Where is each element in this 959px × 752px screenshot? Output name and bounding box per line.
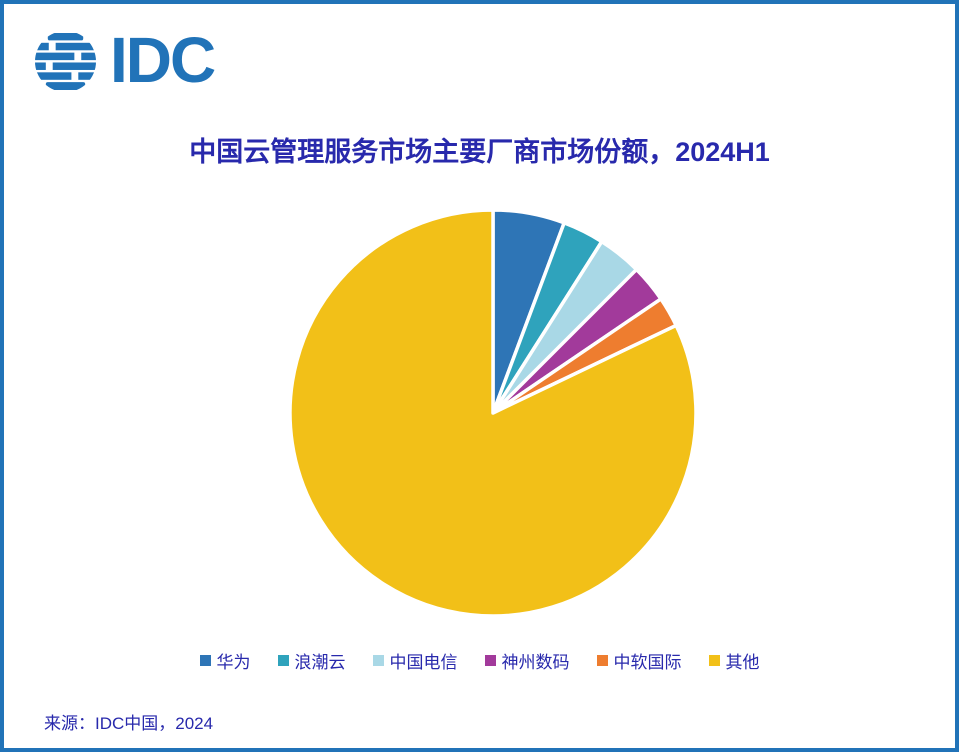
legend-swatch-icon	[199, 655, 211, 666]
legend-label: 其他	[725, 653, 760, 672]
legend-label: 神州数码	[501, 653, 570, 672]
idc-logo-text: IDC	[110, 24, 216, 96]
legend-label: 华为	[216, 653, 251, 672]
source-note: 来源：IDC中国，2024	[44, 714, 214, 733]
idc-globe-icon	[34, 32, 97, 91]
legend-swatch-icon	[372, 655, 384, 666]
legend-item-神州数码: 神州数码	[484, 648, 570, 673]
legend: 华为 浪潮云 中国电信 神州数码 中软国际 其他	[4, 648, 955, 673]
pie-chart	[283, 203, 703, 623]
legend-swatch-icon	[708, 655, 720, 666]
pie-chart-svg	[288, 208, 698, 618]
legend-item-中软国际: 中软国际	[596, 648, 682, 673]
legend-item-华为: 华为	[199, 648, 251, 673]
idc-logo: IDC	[34, 24, 216, 96]
legend-swatch-icon	[484, 655, 496, 666]
legend-label: 中国电信	[389, 653, 458, 672]
chart-title: 中国云管理服务市场主要厂商市场份额，2024H1	[189, 137, 770, 167]
legend-item-浪潮云: 浪潮云	[277, 648, 346, 673]
pie-slice-其他	[288, 208, 698, 618]
legend-label: 中软国际	[613, 653, 682, 672]
legend-label: 浪潮云	[294, 653, 346, 672]
legend-item-其他: 其他	[708, 648, 760, 673]
legend-swatch-icon	[596, 655, 608, 666]
legend-swatch-icon	[277, 655, 289, 666]
legend-item-中国电信: 中国电信	[372, 648, 458, 673]
